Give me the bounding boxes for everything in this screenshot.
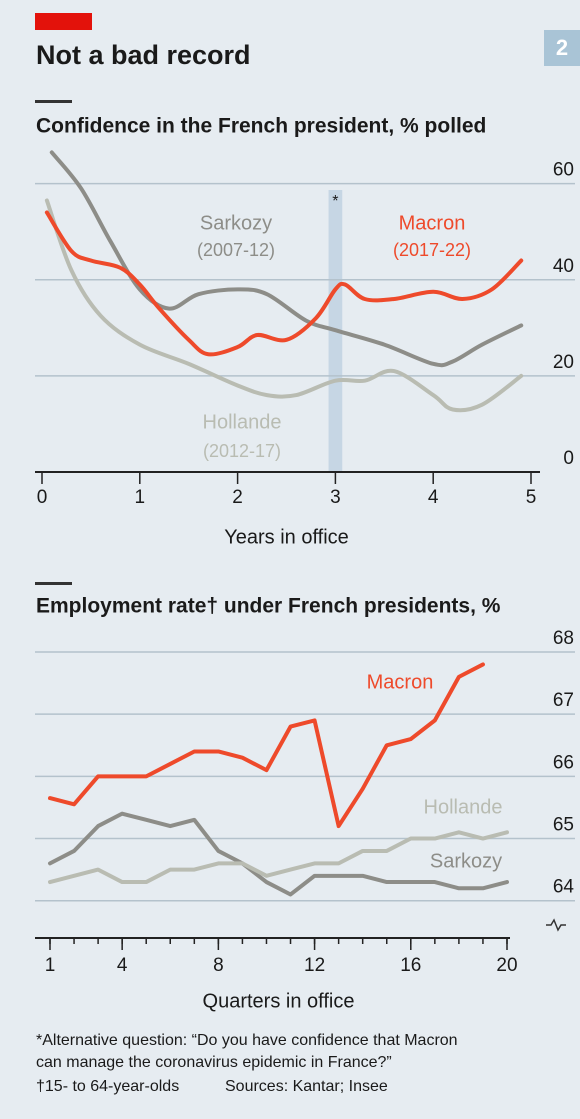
y-tick-label: 40 <box>553 256 574 277</box>
x-tick-label: 2 <box>232 487 243 508</box>
page-title: Not a bad record <box>36 40 251 70</box>
footnote: can manage the coronavirus epidemic in F… <box>36 1054 392 1071</box>
series-line <box>48 662 485 829</box>
x-axis-title: Years in office <box>224 526 349 548</box>
series-label: Macron <box>399 212 466 234</box>
x-tick-label: 12 <box>304 955 325 976</box>
y-tick-label: 0 <box>563 448 574 469</box>
series-label: Sarkozy <box>200 212 272 234</box>
series-label: Hollande <box>203 411 282 433</box>
series-term: (2007-12) <box>197 240 275 260</box>
series-line <box>48 811 509 897</box>
series-label: Hollande <box>424 796 503 818</box>
x-tick-label: 20 <box>496 955 517 976</box>
y-tick-label: 68 <box>553 628 574 649</box>
series-label: Macron <box>367 671 434 693</box>
x-tick-label: 3 <box>330 487 341 508</box>
series-line <box>44 210 524 357</box>
chart-title: Employment rate† under French presidents… <box>36 595 501 618</box>
y-tick-label: 66 <box>553 752 574 773</box>
y-tick-label: 67 <box>553 690 574 711</box>
series-line <box>49 150 524 368</box>
x-tick-label: 0 <box>37 487 48 508</box>
series-term: (2012-17) <box>203 441 281 461</box>
chart-title: Confidence in the French president, % po… <box>36 115 486 138</box>
badge: 2 <box>556 35 568 60</box>
series-term: (2017-22) <box>393 240 471 260</box>
y-tick-label: 65 <box>553 815 574 836</box>
series-label: Sarkozy <box>430 850 502 872</box>
x-tick-label: 1 <box>135 487 146 508</box>
rule <box>35 582 72 585</box>
annotation: * <box>332 193 338 210</box>
x-tick-label: 5 <box>526 487 537 508</box>
x-axis-title: Quarters in office <box>203 990 355 1012</box>
x-tick-label: 4 <box>428 487 439 508</box>
footnote: †15- to 64-year-olds <box>36 1078 179 1095</box>
series-line <box>44 198 524 413</box>
brand-tag <box>35 13 92 30</box>
rule <box>35 100 72 103</box>
x-tick-label: 16 <box>400 955 421 976</box>
axis-break <box>546 918 566 932</box>
y-tick-label: 20 <box>553 352 574 373</box>
y-tick-label: 60 <box>553 160 574 181</box>
x-tick-label: 8 <box>213 955 224 976</box>
footnote: Sources: Kantar; Insee <box>225 1078 388 1095</box>
footnote: *Alternative question: “Do you have conf… <box>36 1032 458 1049</box>
y-tick-label: 64 <box>553 877 575 898</box>
badge-box <box>544 30 580 66</box>
x-tick-label: 4 <box>117 955 128 976</box>
series-line <box>48 830 509 885</box>
x-tick-label: 1 <box>45 955 56 976</box>
